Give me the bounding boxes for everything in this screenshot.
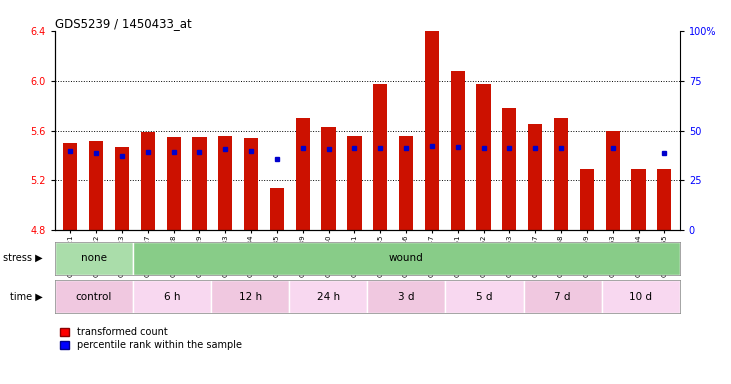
Text: none: none	[81, 253, 107, 263]
Bar	[605, 131, 620, 230]
Bar	[580, 169, 594, 230]
Bar	[445, 280, 523, 313]
Text: 24 h: 24 h	[317, 291, 340, 302]
Bar	[211, 280, 289, 313]
Text: 5 d: 5 d	[477, 291, 493, 302]
Bar	[295, 118, 310, 230]
Bar	[270, 188, 284, 230]
Bar	[477, 84, 491, 230]
Text: control: control	[76, 291, 112, 302]
Bar	[602, 280, 680, 313]
Bar	[657, 169, 672, 230]
Bar	[167, 137, 181, 230]
Text: 7 d: 7 d	[554, 291, 571, 302]
Bar	[55, 280, 133, 313]
Bar	[192, 137, 207, 230]
Text: GDS5239 / 1450433_at: GDS5239 / 1450433_at	[55, 17, 192, 30]
Bar	[523, 280, 602, 313]
Text: wound: wound	[389, 253, 424, 263]
Bar	[425, 28, 439, 230]
Bar	[554, 118, 568, 230]
Bar	[133, 280, 211, 313]
Text: 6 h: 6 h	[164, 291, 181, 302]
Legend: transformed count, percentile rank within the sample: transformed count, percentile rank withi…	[60, 328, 242, 350]
Bar	[63, 143, 77, 230]
Bar	[133, 242, 680, 275]
Text: 3 d: 3 d	[398, 291, 414, 302]
Bar	[322, 127, 336, 230]
Bar	[55, 242, 133, 275]
Bar	[115, 147, 129, 230]
Bar	[528, 124, 542, 230]
Bar	[373, 84, 387, 230]
Bar	[367, 280, 445, 313]
Bar	[632, 169, 645, 230]
Bar	[218, 136, 232, 230]
Text: 10 d: 10 d	[629, 291, 652, 302]
Text: time ▶: time ▶	[10, 291, 42, 302]
Bar	[89, 141, 103, 230]
Bar	[347, 136, 362, 230]
Bar	[450, 71, 465, 230]
Text: 12 h: 12 h	[238, 291, 262, 302]
Bar	[140, 132, 155, 230]
Bar	[244, 138, 258, 230]
Bar	[399, 136, 413, 230]
Bar	[289, 280, 367, 313]
Text: stress ▶: stress ▶	[3, 253, 42, 263]
Bar	[502, 108, 517, 230]
